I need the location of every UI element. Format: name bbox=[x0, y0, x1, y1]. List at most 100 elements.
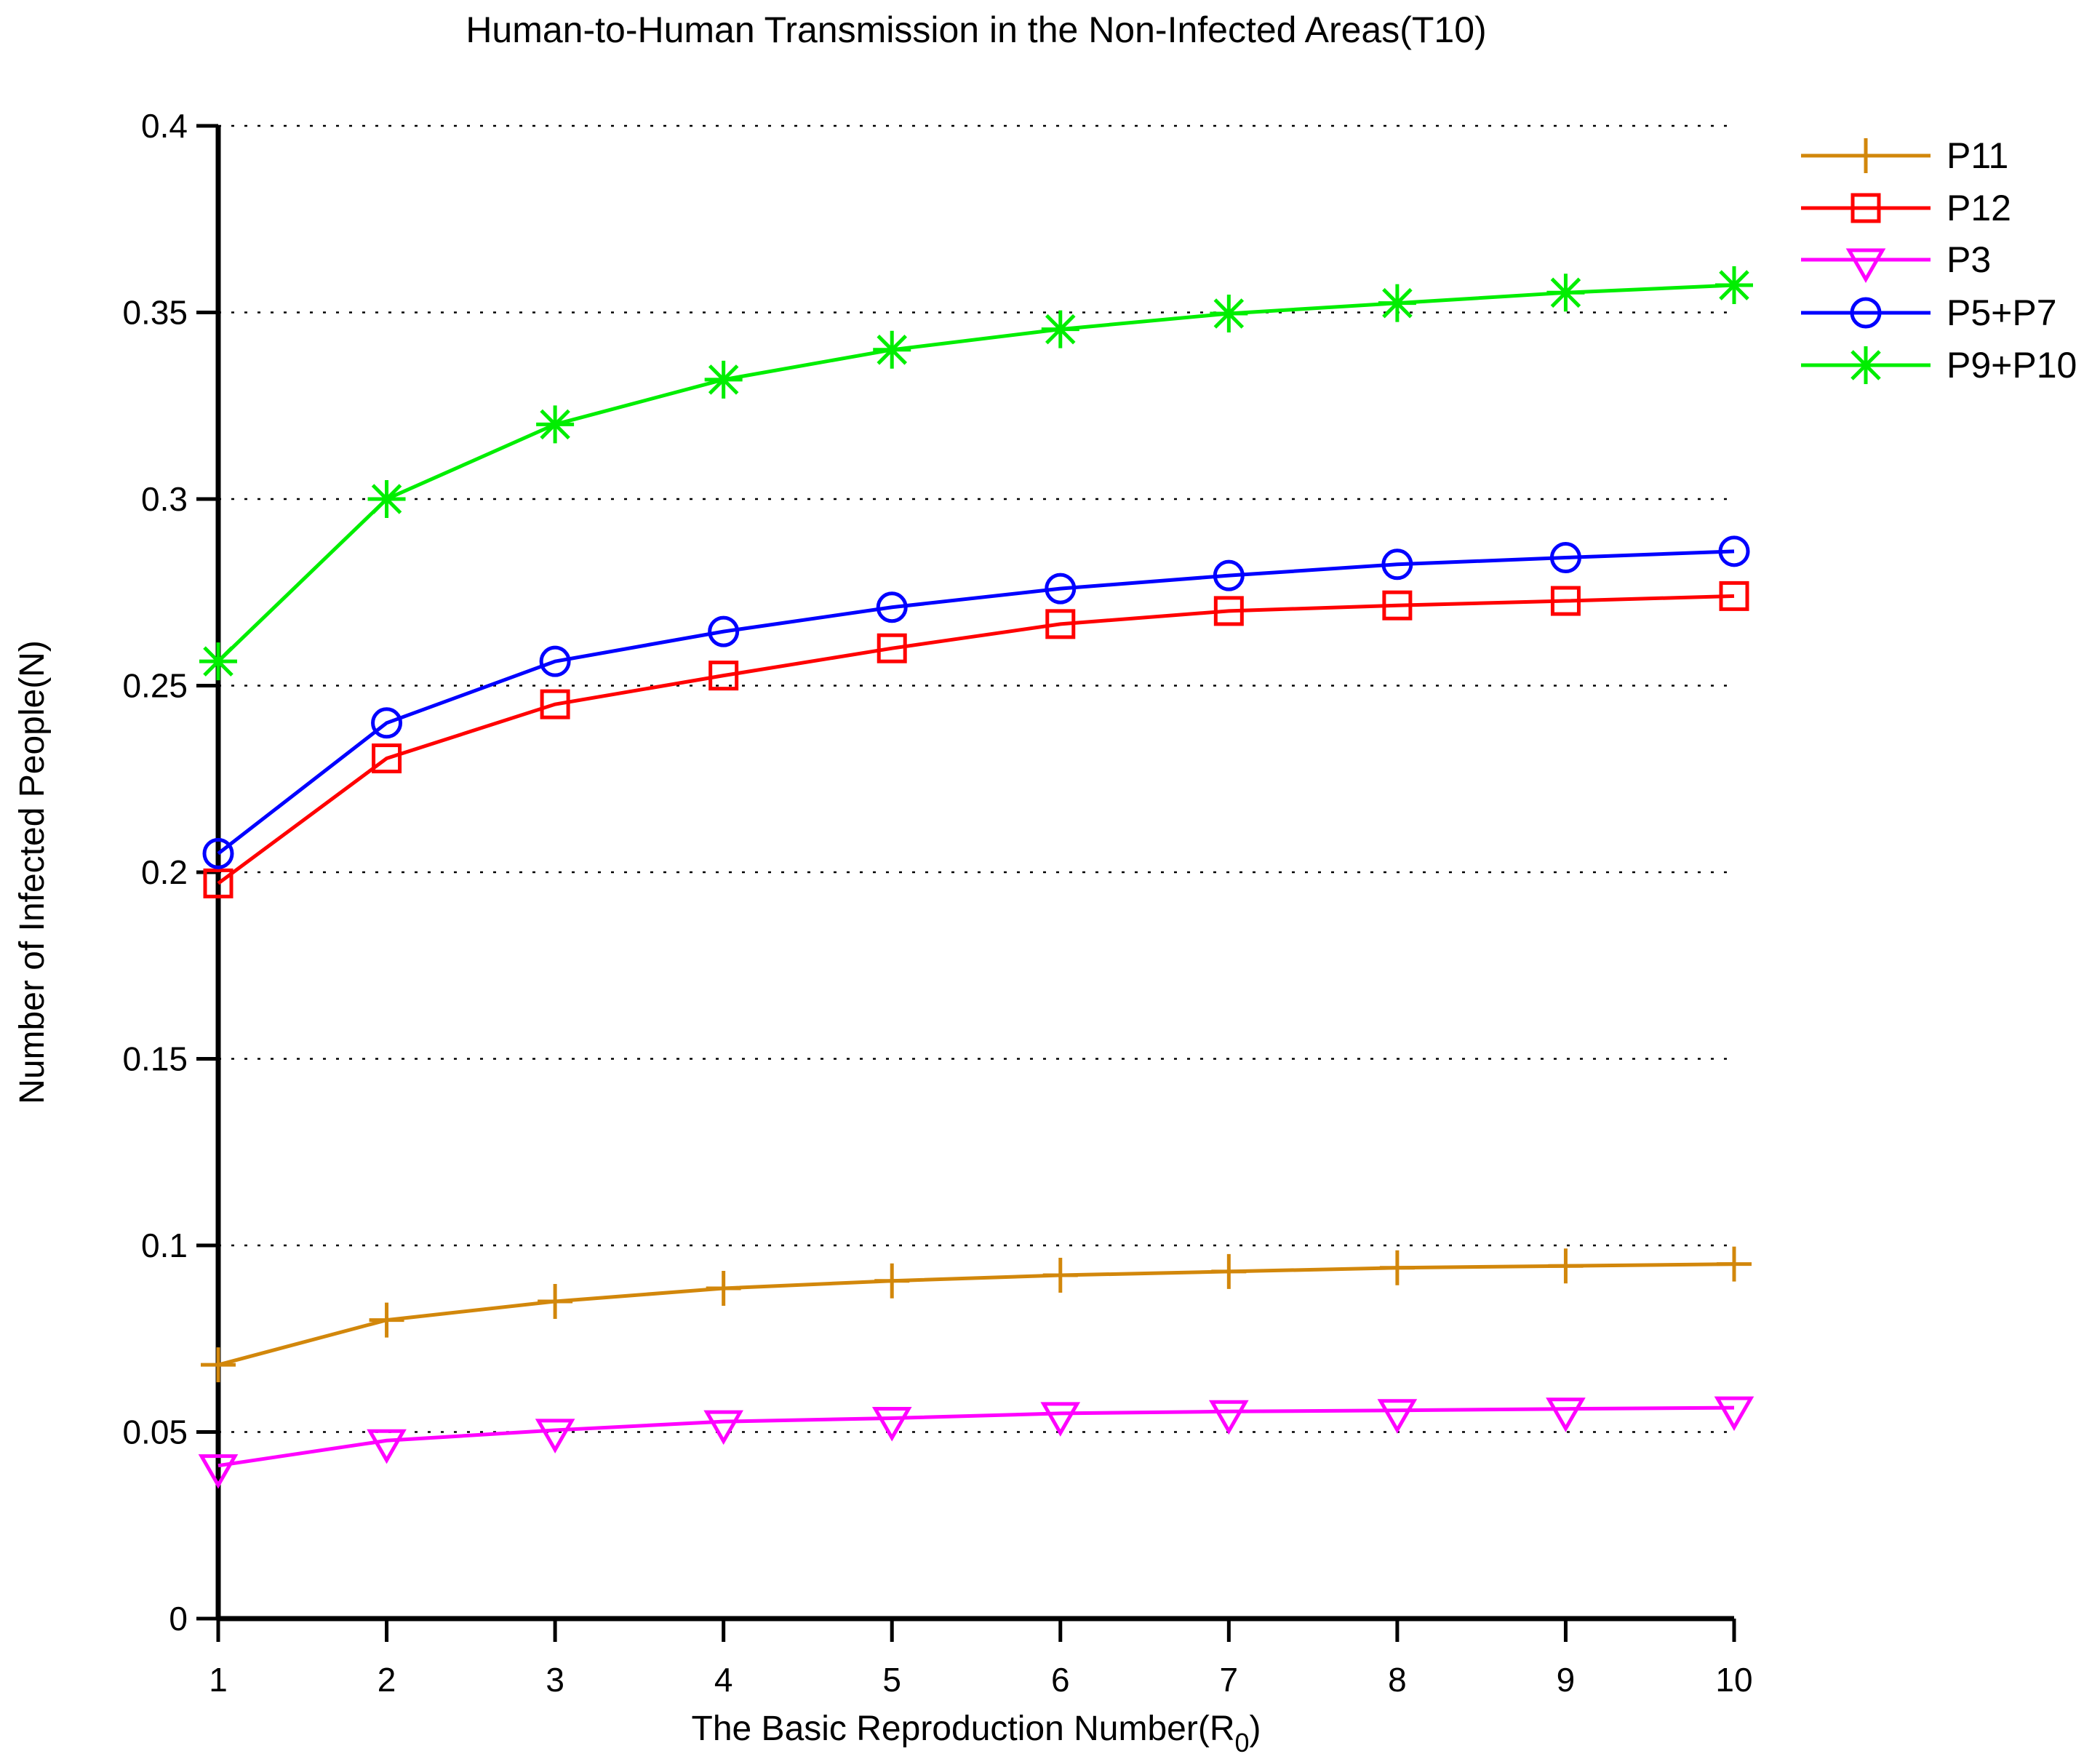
x-tick-label: 2 bbox=[378, 1661, 396, 1699]
marker-P3-x10 bbox=[1714, 1396, 1754, 1432]
marker-P11-x9 bbox=[1548, 1248, 1584, 1284]
marker-P9+P10-x2 bbox=[367, 480, 406, 518]
marker-P3-x1 bbox=[198, 1454, 239, 1489]
marker-P12-x3 bbox=[540, 689, 570, 719]
marker-P5+P7-x2 bbox=[371, 707, 403, 739]
legend-marker-square bbox=[1851, 193, 1881, 223]
series-layer bbox=[198, 266, 1754, 1489]
marker-P12-x8 bbox=[1382, 590, 1413, 621]
marker-P12-x10 bbox=[1719, 581, 1749, 611]
legend: P11 P12 P3 P5+P7 P9+P10 bbox=[1801, 135, 2077, 386]
x-tick-label: 6 bbox=[1051, 1661, 1070, 1699]
marker-P3-x7 bbox=[1209, 1400, 1249, 1435]
legend-item-P11: P11 bbox=[1801, 135, 2008, 176]
y-tick-label: 0.1 bbox=[141, 1226, 188, 1264]
series-line-P11 bbox=[217, 1262, 1735, 1367]
marker-P9+P10-x6 bbox=[1041, 310, 1079, 348]
legend-item-P9+P10: P9+P10 bbox=[1801, 345, 2077, 386]
marker-P3-x9 bbox=[1546, 1397, 1586, 1432]
marker-P11-x1 bbox=[201, 1347, 236, 1383]
marker-P5+P7-x3 bbox=[539, 645, 571, 677]
marker-P5+P7-x8 bbox=[1381, 549, 1413, 581]
marker-P11-x2 bbox=[369, 1302, 404, 1338]
legend-label: P3 bbox=[1947, 239, 1991, 280]
legend-marker-asterisk bbox=[1847, 346, 1885, 384]
axes-layer: 0 0.05 0.1 0.15 0.2 0.25 0.3 0.35 0.4 1 2 3 4 5 6 7 8 9 10 bbox=[122, 107, 1752, 1699]
marker-P12-x6 bbox=[1045, 609, 1076, 639]
marker-P11-x8 bbox=[1379, 1250, 1415, 1285]
marker-P11-x7 bbox=[1211, 1253, 1247, 1289]
x-tick-label: 3 bbox=[546, 1661, 564, 1699]
marker-P5+P7-x10 bbox=[1718, 535, 1750, 567]
marker-P3-x8 bbox=[1377, 1399, 1418, 1434]
x-tick-label: 7 bbox=[1220, 1661, 1239, 1699]
marker-P3-x5 bbox=[871, 1407, 912, 1442]
marker-P9+P10-x1 bbox=[199, 642, 237, 681]
y-axis-label: Number of Infected People(N) bbox=[13, 640, 52, 1104]
legend-item-P5+P7: P5+P7 bbox=[1801, 292, 2057, 333]
y-tick-label: 0.35 bbox=[122, 294, 188, 332]
marker-P5+P7-x6 bbox=[1045, 573, 1077, 605]
marker-P9+P10-x3 bbox=[536, 405, 575, 444]
legend-marker-circle bbox=[1850, 297, 1882, 329]
marker-P9+P10-x9 bbox=[1546, 274, 1585, 312]
marker-P11-x5 bbox=[874, 1263, 910, 1299]
y-tick-label: 0.05 bbox=[122, 1413, 188, 1451]
series-line-P5+P7 bbox=[217, 549, 1735, 855]
x-tick-label: 1 bbox=[209, 1661, 228, 1699]
marker-P11-x6 bbox=[1042, 1258, 1078, 1293]
series-line-P9+P10 bbox=[217, 283, 1735, 663]
marker-P5+P7-x5 bbox=[876, 591, 908, 623]
legend-marker-triangle-down bbox=[1845, 248, 1886, 284]
x-axis-label-suffix: ) bbox=[1250, 1710, 1261, 1748]
y-tick-label: 0.3 bbox=[141, 480, 188, 518]
x-tick-label: 4 bbox=[714, 1661, 733, 1699]
marker-P12-x5 bbox=[877, 633, 907, 663]
y-tick-label: 0 bbox=[169, 1600, 188, 1638]
series-line-P3 bbox=[217, 1405, 1735, 1468]
legend-label: P12 bbox=[1947, 188, 2011, 228]
x-axis-label-subscript: 0 bbox=[1234, 1728, 1249, 1758]
x-tick-label: 5 bbox=[882, 1661, 901, 1699]
marker-P5+P7-x1 bbox=[202, 837, 234, 869]
y-tick-label: 0.4 bbox=[141, 107, 188, 145]
marker-P9+P10-x8 bbox=[1378, 284, 1416, 322]
legend-label: P9+P10 bbox=[1947, 345, 2077, 386]
legend-item-P12: P12 bbox=[1801, 188, 2011, 228]
marker-P11-x3 bbox=[538, 1283, 573, 1319]
marker-P9+P10-x10 bbox=[1715, 266, 1753, 305]
marker-P3-x4 bbox=[703, 1410, 743, 1445]
marker-P9+P10-x5 bbox=[873, 330, 911, 369]
marker-P12-x1 bbox=[203, 868, 233, 898]
y-tick-label: 0.25 bbox=[122, 667, 188, 705]
chart-title: Human-to-Human Transmission in the Non-I… bbox=[466, 9, 1486, 50]
marker-P12-x2 bbox=[372, 743, 402, 774]
marker-P5+P7-x9 bbox=[1549, 542, 1581, 574]
x-tick-label: 9 bbox=[1557, 1661, 1576, 1699]
marker-P12-x4 bbox=[708, 661, 739, 691]
gridlines-layer bbox=[218, 124, 1734, 1433]
marker-P3-x3 bbox=[535, 1419, 575, 1453]
series-line-P12 bbox=[217, 594, 1735, 885]
marker-P3-x6 bbox=[1040, 1402, 1081, 1437]
y-tick-label: 0.2 bbox=[141, 853, 188, 891]
marker-P9+P10-x4 bbox=[704, 360, 743, 399]
legend-label: P5+P7 bbox=[1947, 292, 2057, 333]
marker-P5+P7-x4 bbox=[708, 615, 740, 647]
x-axis-label-text: The Basic Reproduction Number(R bbox=[692, 1710, 1235, 1748]
marker-P11-x10 bbox=[1717, 1246, 1752, 1282]
x-tick-label: 8 bbox=[1388, 1661, 1407, 1699]
legend-item-P3: P3 bbox=[1801, 239, 1991, 284]
legend-marker-plus bbox=[1848, 138, 1883, 173]
y-tick-label: 0.15 bbox=[122, 1040, 188, 1078]
marker-P5+P7-x7 bbox=[1213, 559, 1245, 591]
marker-P9+P10-x7 bbox=[1210, 295, 1248, 333]
marker-P12-x7 bbox=[1213, 596, 1244, 626]
marker-P12-x9 bbox=[1550, 586, 1581, 616]
marker-P11-x4 bbox=[706, 1270, 741, 1306]
x-tick-label: 10 bbox=[1715, 1661, 1752, 1699]
x-axis-label: The Basic Reproduction Number(R0) bbox=[692, 1710, 1261, 1758]
marker-P3-x2 bbox=[367, 1429, 407, 1464]
